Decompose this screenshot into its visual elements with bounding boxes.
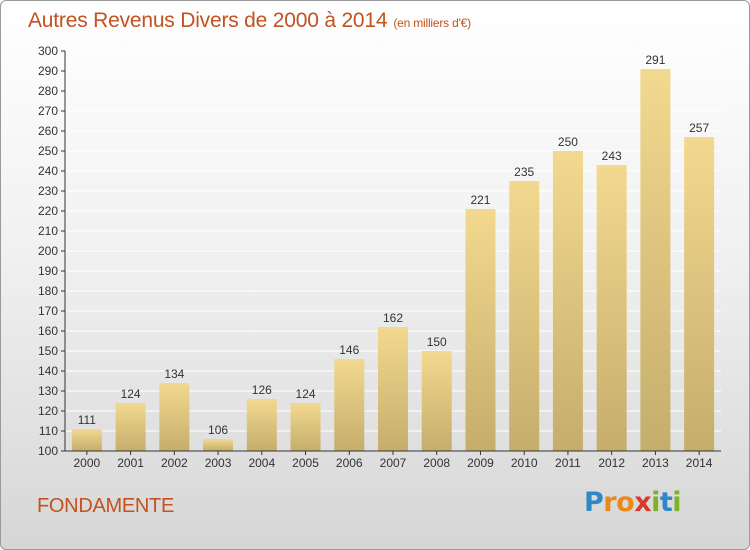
x-tick-label: 2006 [336,456,363,470]
x-tick-label: 2009 [467,456,494,470]
x-tick-label: 2003 [205,456,232,470]
bar-value-label: 106 [208,423,228,437]
y-tick-label: 190 [38,264,58,278]
x-tick-label: 2007 [380,456,407,470]
bar-value-label: 243 [602,149,622,163]
bar-value-label: 250 [558,135,578,149]
chart-unit: (en milliers d'€) [393,16,471,30]
y-tick-label: 300 [38,44,58,58]
x-tick-label: 2005 [292,456,319,470]
bar-2013 [640,69,671,451]
y-tick-label: 110 [39,424,58,438]
bar-2005 [290,403,321,451]
bar-2011 [552,151,583,451]
bar-value-label: 235 [514,165,534,179]
bar-2009 [465,209,496,451]
y-tick-label: 140 [38,364,58,378]
bar-value-label: 150 [427,335,447,349]
bar-2012 [596,165,627,451]
y-tick-label: 240 [38,164,58,178]
y-tick-label: 180 [38,284,58,298]
x-tick-label: 2014 [686,456,713,470]
x-tick-label: 2010 [511,456,538,470]
y-tick-label: 200 [38,244,58,258]
y-tick-label: 130 [38,384,58,398]
x-tick-label: 2013 [642,456,669,470]
chart-title: Autres Revenus Divers de 2000 à 2014 (en … [28,9,471,33]
bar-2002 [159,383,190,451]
x-tick-label: 2012 [598,456,625,470]
x-tick-label: 2002 [161,456,188,470]
bar-2003 [203,439,234,451]
logo-letter: x [634,487,652,518]
y-tick-label: 260 [38,124,58,138]
bar-value-label: 257 [689,121,709,135]
logo-letter: P [584,487,604,518]
y-tick-label: 100 [38,444,58,458]
bar-2008 [421,351,452,451]
bar-value-label: 221 [470,193,490,207]
bar-value-label: 162 [383,311,403,325]
bar-value-label: 146 [339,343,359,357]
logo-letter: r [603,487,617,518]
y-tick-label: 270 [38,104,58,118]
y-tick-label: 230 [38,184,58,198]
bar-value-label: 126 [252,383,272,397]
y-tick-label: 170 [38,304,58,318]
y-tick-label: 120 [38,404,58,418]
bar-value-label: 134 [164,367,184,381]
logo-letter: t [659,487,673,518]
x-tick-label: 2001 [117,456,144,470]
y-tick-label: 150 [38,344,58,358]
y-tick-label: 250 [38,144,58,158]
bar-value-label: 124 [296,387,316,401]
bar-2000 [71,429,102,451]
bar-value-label: 291 [645,53,665,67]
logo-letter: o [616,487,635,518]
bar-2007 [378,327,408,451]
logo-letter: i [651,487,660,518]
proxiti-logo: Proxiti [584,487,682,518]
y-tick-label: 220 [38,204,58,218]
y-tick-label: 290 [38,64,58,78]
y-tick-label: 280 [38,84,58,98]
y-tick-label: 160 [38,324,58,338]
bar-2014 [684,137,715,451]
chart-title-text: Autres Revenus Divers de 2000 à 2014 [28,9,388,32]
bar-value-label: 111 [78,413,97,427]
x-tick-label: 2004 [248,456,275,470]
y-tick-label: 210 [38,224,58,238]
x-tick-label: 2008 [423,456,450,470]
bar-2010 [509,181,540,451]
bar-2001 [115,403,146,451]
place-name: FONDAMENTE [37,495,175,517]
x-tick-label: 2000 [74,456,101,470]
logo-letter: i [672,487,682,518]
bar-2004 [246,399,277,451]
bar-2006 [334,359,365,451]
bar-value-label: 124 [121,387,141,401]
x-tick-label: 2011 [555,456,581,470]
